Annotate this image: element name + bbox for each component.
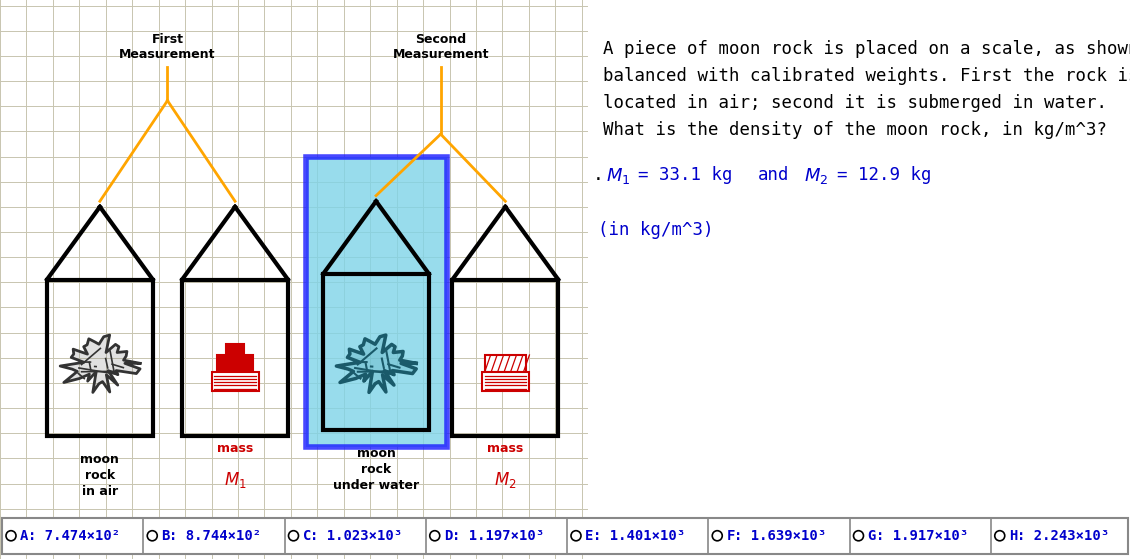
Text: : 7.474×10²: : 7.474×10² [28, 529, 120, 543]
Text: mass: mass [487, 442, 523, 454]
Bar [217, 355, 253, 372]
Text: moon
rock
under water: moon rock under water [333, 447, 419, 492]
Text: $M_1$: $M_1$ [224, 470, 246, 490]
Text: C: C [303, 529, 311, 543]
Text: First
Measurement: First Measurement [120, 34, 216, 61]
Text: : 1.917×10³: : 1.917×10³ [876, 529, 967, 543]
Text: F: F [727, 529, 734, 543]
Text: A: A [20, 529, 28, 543]
Text: $M_2$: $M_2$ [803, 166, 828, 186]
Text: What is the density of the moon rock, in kg/m^3?: What is the density of the moon rock, in… [602, 121, 1106, 139]
Text: Second
Measurement: Second Measurement [392, 34, 489, 61]
Text: balanced with calibrated weights. First the rock is: balanced with calibrated weights. First … [602, 67, 1130, 85]
Bar [226, 344, 244, 355]
Text: : 8.744×10²: : 8.744×10² [170, 529, 261, 543]
Bar [485, 355, 525, 372]
Text: : 1.639×10³: : 1.639×10³ [734, 529, 826, 543]
Text: = 33.1 kg: = 33.1 kg [637, 166, 732, 184]
Bar [452, 280, 558, 436]
Text: $M_1$: $M_1$ [606, 166, 631, 186]
Text: $M_2$: $M_2$ [494, 470, 516, 490]
Text: : 1.197×10³: : 1.197×10³ [452, 529, 544, 543]
Text: moon
rock
in air: moon rock in air [80, 453, 120, 498]
Polygon shape [337, 335, 416, 392]
Bar [47, 280, 153, 436]
Text: : 2.243×10³: : 2.243×10³ [1017, 529, 1109, 543]
Text: E: E [585, 529, 593, 543]
Bar [182, 280, 288, 436]
Text: (in kg/m^3): (in kg/m^3) [598, 221, 713, 239]
Text: B: B [162, 529, 169, 543]
Text: D: D [444, 529, 452, 543]
Text: G: G [868, 529, 876, 543]
Bar [211, 372, 259, 391]
Text: : 1.023×10³: : 1.023×10³ [311, 529, 402, 543]
Bar [305, 157, 446, 447]
Text: mass: mass [217, 442, 253, 454]
Text: and: and [758, 166, 790, 184]
Bar [323, 274, 429, 430]
Text: .: . [592, 166, 603, 184]
Text: : 1.401×10³: : 1.401×10³ [593, 529, 685, 543]
Text: = 12.9 kg: = 12.9 kg [836, 166, 931, 184]
Text: A piece of moon rock is placed on a scale, as shown, and: A piece of moon rock is placed on a scal… [602, 40, 1130, 58]
Text: H: H [1009, 529, 1017, 543]
Bar [2, 518, 1128, 554]
Bar [481, 372, 529, 391]
Polygon shape [60, 335, 140, 392]
Text: located in air; second it is submerged in water.: located in air; second it is submerged i… [602, 94, 1106, 112]
